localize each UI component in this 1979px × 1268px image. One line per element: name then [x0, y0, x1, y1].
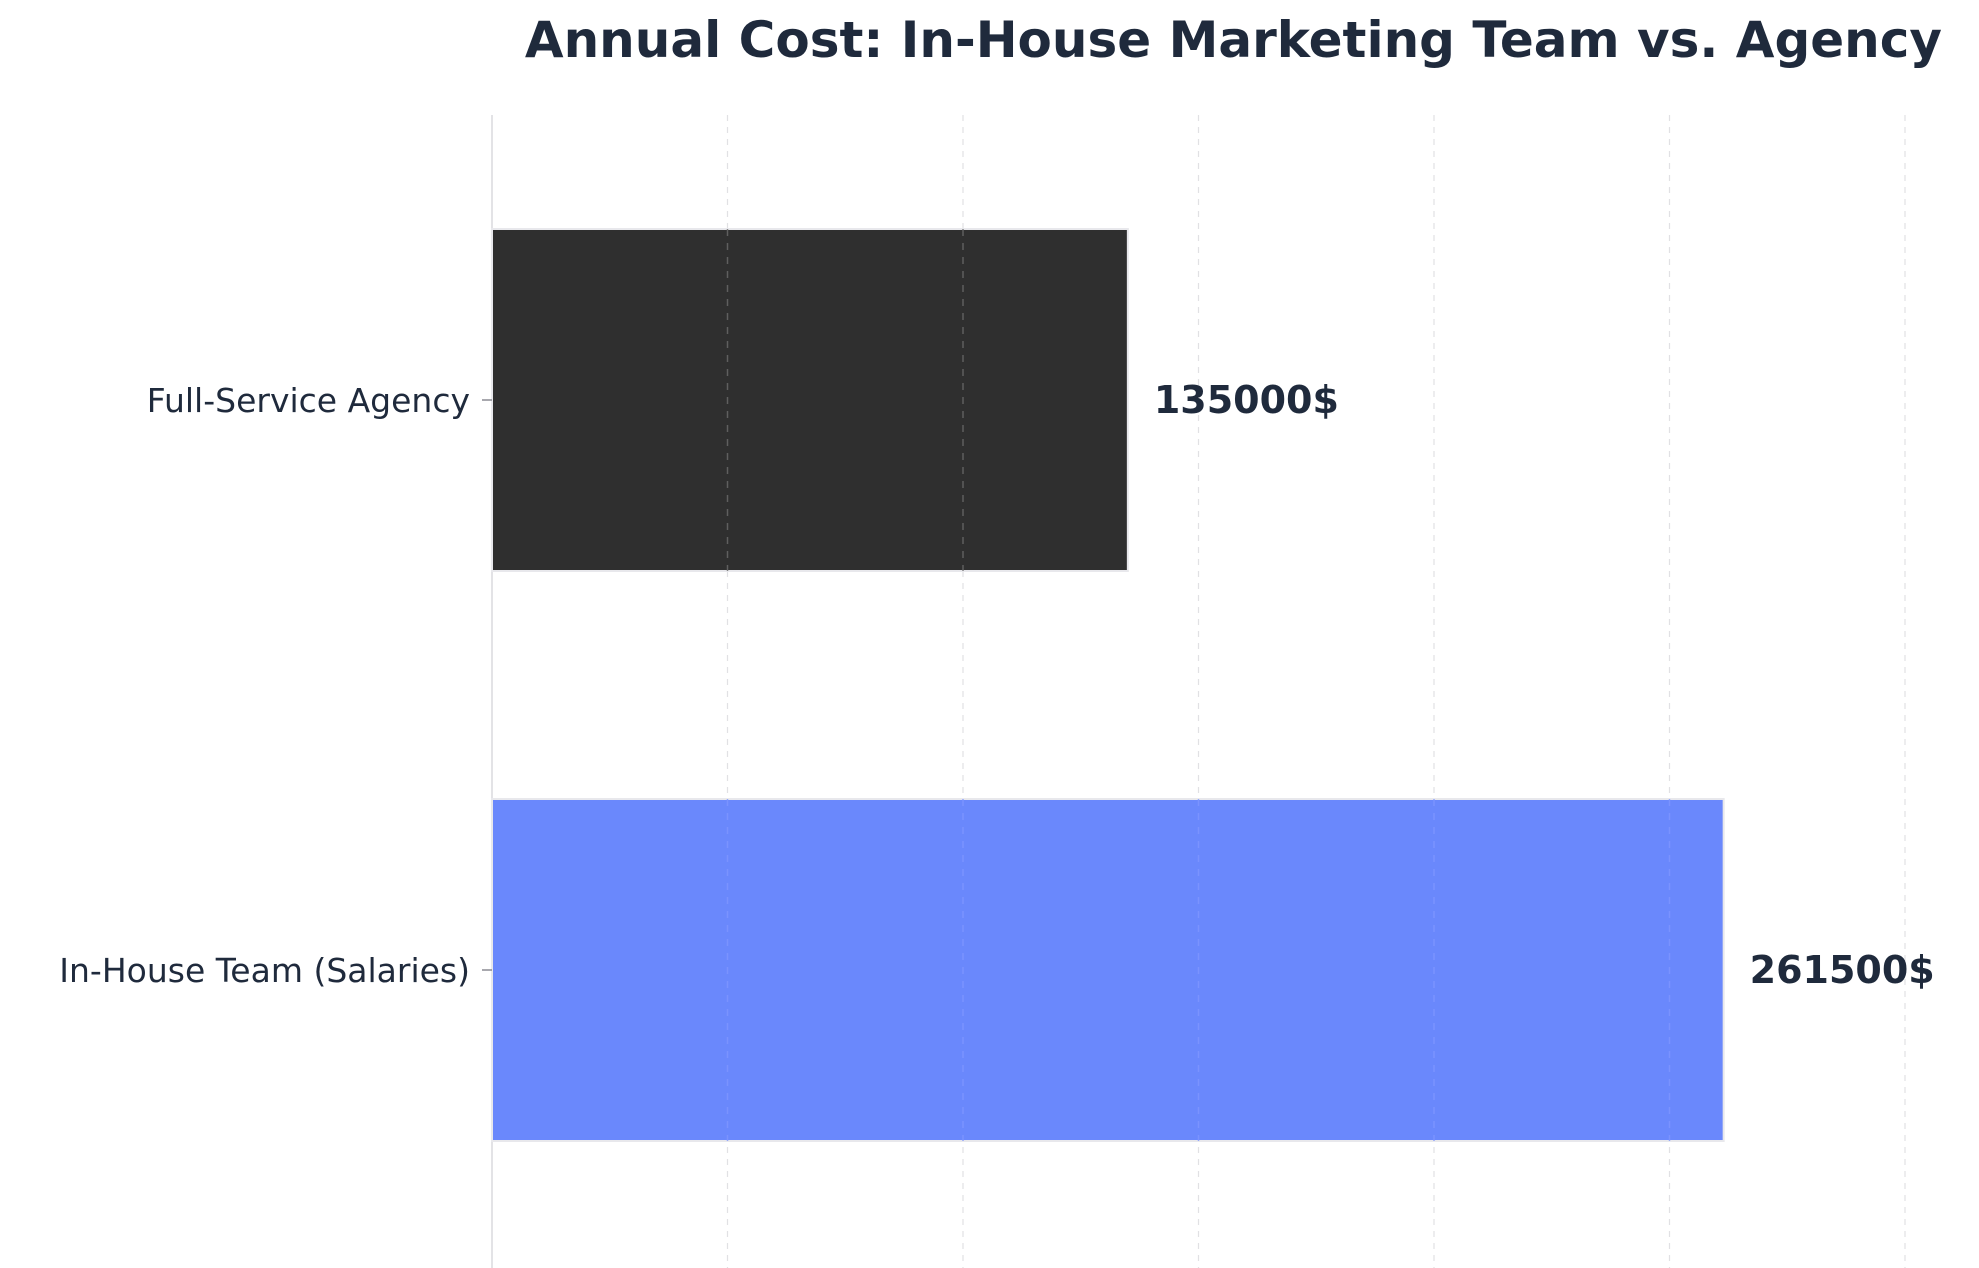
value-label-in-house-team: 261500$	[1750, 948, 1935, 992]
bar-in-house-team	[491, 798, 1725, 1142]
chart-title: Annual Cost: In-House Marketing Team vs.…	[525, 11, 1942, 69]
category-label-in-house-team: In-House Team (Salaries)	[59, 951, 470, 990]
bar-full-service-agency	[491, 228, 1129, 572]
value-label-full-service-agency: 135000$	[1154, 378, 1339, 422]
category-label-full-service-agency: Full-Service Agency	[147, 381, 470, 420]
overlay-grid-layer	[726, 229, 1671, 1141]
bars-layer	[491, 228, 1725, 1142]
labels-layer: Full-Service Agency 135000$ In-House Team …	[59, 378, 1934, 992]
